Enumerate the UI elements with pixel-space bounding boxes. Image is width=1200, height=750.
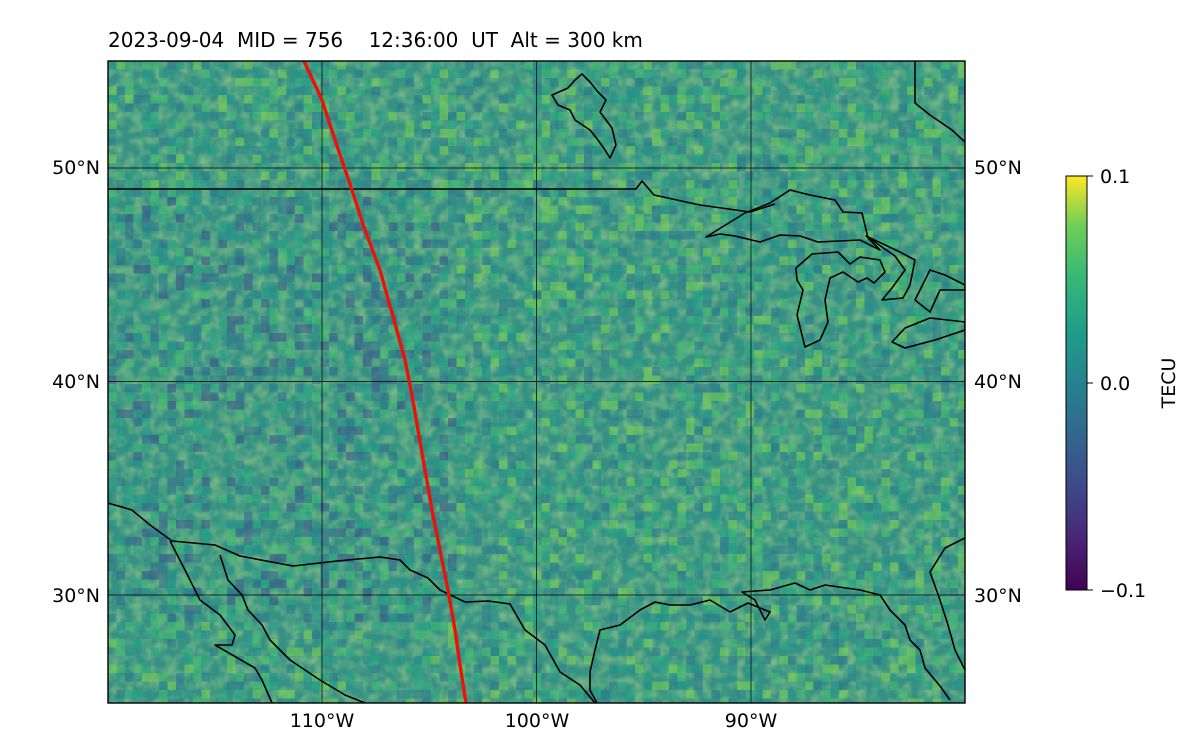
lon-label-90w: 90°W bbox=[725, 710, 778, 732]
lake-michigan-outline bbox=[795, 251, 886, 348]
lake-ontario-outline bbox=[914, 269, 965, 313]
coastlines bbox=[108, 61, 965, 703]
mexico-coast-west bbox=[169, 540, 273, 703]
colorbar-tick-label-max: 0.1 bbox=[1100, 166, 1130, 188]
lat-label-right-40: 40°N bbox=[974, 371, 1022, 393]
lat-label-right-30: 30°N bbox=[974, 585, 1022, 607]
lake-superior-outline bbox=[705, 189, 881, 251]
colorbar: 0.1 0.0 −0.1 TECU bbox=[1065, 166, 1180, 602]
lon-label-100w: 100°W bbox=[505, 710, 570, 732]
colorbar-tick-label-zero: 0.0 bbox=[1100, 373, 1130, 395]
colorbar-gradient bbox=[1065, 175, 1088, 591]
us-mexico-border bbox=[108, 502, 596, 703]
map-gridlines bbox=[108, 61, 965, 703]
lat-label-left-50: 50°N bbox=[52, 157, 100, 179]
colorbar-title: TECU bbox=[1158, 358, 1180, 410]
satellite-track bbox=[302, 61, 468, 703]
lon-label-110w: 110°W bbox=[290, 710, 355, 732]
baja-coast bbox=[219, 554, 366, 703]
map-title: 2023-09-04 MID = 756 12:36:00 UT Alt = 3… bbox=[108, 28, 643, 52]
lat-label-left-30: 30°N bbox=[52, 585, 100, 607]
lat-label-right-50: 50°N bbox=[974, 157, 1022, 179]
lat-label-left-40: 40°N bbox=[52, 371, 100, 393]
gulf-coast bbox=[589, 582, 951, 703]
tec-cells bbox=[108, 61, 965, 703]
lat-labels: 50°N 40°N 30°N 50°N 40°N 30°N bbox=[52, 157, 1022, 607]
florida-atlantic-coast bbox=[929, 537, 965, 671]
lake-erie-outline bbox=[891, 317, 965, 349]
hudson-bay-coast bbox=[551, 73, 617, 159]
map-frame bbox=[107, 60, 966, 704]
lon-labels: 110°W 100°W 90°W bbox=[290, 710, 778, 732]
colorbar-tick-label-min: −0.1 bbox=[1100, 580, 1146, 602]
us-canada-border bbox=[108, 180, 776, 213]
quebec-border bbox=[914, 61, 965, 143]
tec-field bbox=[108, 61, 965, 703]
lake-huron-outline bbox=[865, 235, 916, 301]
